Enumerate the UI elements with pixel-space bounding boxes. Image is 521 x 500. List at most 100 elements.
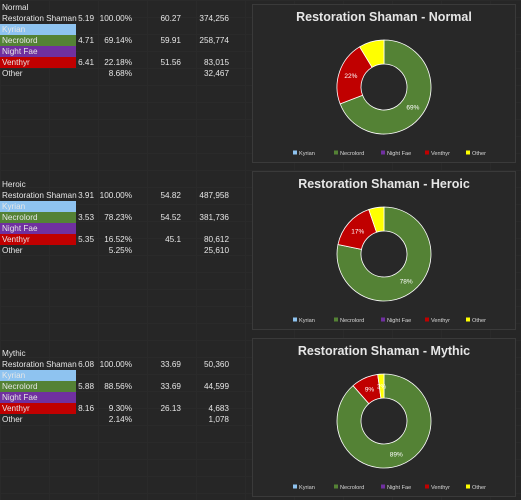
legend-swatch [334,484,338,489]
row-label: Kyrian [2,371,26,380]
cell-value: 33.69 [160,382,182,391]
legend-swatch [466,484,470,489]
table-row: Other 2.14% 1,078 [0,414,230,425]
cell-value: 5.88 [78,382,94,391]
row-color-swatch [0,234,76,245]
row-color-swatch [0,212,76,223]
cell-count: 32,467 [203,69,229,78]
cell-value: 5.35 [78,235,94,244]
cell-percent: 8.68% [108,69,132,78]
cell-value: 45.1 [165,235,181,244]
table-row: Necrolord 4.71 69.14% 59.91 258,774 [0,35,230,46]
row-label: Venthyr [2,235,30,244]
donut-chart: Restoration Shaman - Normal 69% 22% Kyrian N… [252,4,516,163]
cell-percent: 88.56% [104,382,132,391]
table-row: Other 5.25% 25,610 [0,245,230,256]
cell-count: 374,256 [199,14,229,23]
cell-percent: 5.25% [108,246,132,255]
legend-swatch [425,150,429,155]
row-label: Other [2,69,23,78]
cell-value: 3.53 [78,213,94,222]
table-header: Normal [2,3,29,12]
table-row: Necrolord 3.53 78.23% 54.52 381,736 [0,212,230,223]
legend-swatch [381,150,385,155]
table-row: Restoration Shaman 3.91 100.00% 54.82 487,95… [0,190,230,201]
legend-swatch [466,150,470,155]
chart-title: Restoration Shaman - Normal [296,10,472,24]
data-table: Heroic Restoration Shaman 3.91 100.00% 54.82… [0,179,230,256]
row-label: Venthyr [2,404,30,413]
cell-value: 54.52 [160,213,182,222]
legend-label: Kyrian [299,151,315,157]
table-row: Kyrian [0,201,230,212]
cell-percent: 16.52% [104,235,132,244]
cell-percent: 69.14% [104,36,132,45]
cell-percent: 100.00% [99,14,132,23]
row-label: Venthyr [2,58,30,67]
data-label: 2% [377,384,387,391]
cell-count: 4,683 [208,404,230,413]
legend-swatch [381,317,385,322]
slice-other [377,373,385,399]
cell-count: 83,015 [203,58,229,67]
cell-percent: 2.14% [108,415,132,424]
legend-label: Night Fae [387,318,411,324]
row-color-swatch [0,46,76,57]
legend-label: Other [472,485,486,491]
cell-value: 6.41 [78,58,94,67]
row-label: Night Fae [2,393,38,402]
table-row: Kyrian [0,370,230,381]
row-color-swatch [0,24,76,35]
cell-value: 4.71 [78,36,94,45]
legend-label: Kyrian [299,318,315,324]
row-label: Other [2,246,23,255]
cell-percent: 78.23% [104,213,132,222]
legend-swatch [425,484,429,489]
chart-title: Restoration Shaman - Mythic [298,344,470,358]
table-header: Mythic [2,349,26,358]
row-color-swatch [0,403,76,414]
cell-count: 381,736 [199,213,229,222]
row-color-swatch [0,201,76,212]
table-row: Necrolord 5.88 88.56% 33.69 44,599 [0,381,230,392]
legend-label: Night Fae [387,151,411,157]
row-label: Kyrian [2,25,26,34]
cell-count: 25,610 [203,246,229,255]
table-header: Heroic [2,180,26,189]
legend-swatch [466,317,470,322]
table-row: Other 8.68% 32,467 [0,68,230,79]
row-label: Necrolord [2,213,38,222]
legend-label: Necrolord [340,151,364,157]
legend-swatch [334,150,338,155]
table-row: Night Fae [0,223,230,234]
table-row: Venthyr 6.41 22.18% 51.56 83,015 [0,57,230,68]
cell-value: 3.91 [78,191,94,200]
legend-swatch [425,317,429,322]
row-label: Necrolord [2,382,38,391]
table-row: Venthyr 5.35 16.52% 45.1 80,612 [0,234,230,245]
legend-label: Venthyr [431,151,450,157]
legend-swatch [381,484,385,489]
row-label: Kyrian [2,202,26,211]
data-table: Mythic Restoration Shaman 6.08 100.00% 33.69… [0,348,230,425]
legend-label: Venthyr [431,485,450,491]
donut-chart: Restoration Shaman - Heroic 78% 17% Kyrian N… [252,171,516,330]
cell-count: 487,958 [199,191,229,200]
data-label: 9% [365,387,375,394]
data-label: 69% [406,104,419,111]
legend-swatch [293,150,297,155]
donut-chart-svg: Restoration Shaman - Normal 69% 22% Kyrian N… [293,10,486,157]
donut-chart-svg: Restoration Shaman - Heroic 78% 17% Kyrian N… [293,177,486,324]
legend-label: Kyrian [299,485,315,491]
cell-value: 54.82 [160,191,182,200]
cell-value: 60.27 [160,14,182,23]
cell-value: 26.13 [160,404,182,413]
table-row: Kyrian [0,24,230,35]
row-color-swatch [0,370,76,381]
donut-chart: Restoration Shaman - Mythic 89% 9% 2% Kyrian… [252,338,516,497]
cell-count: 258,774 [199,36,229,45]
legend-label: Necrolord [340,485,364,491]
row-color-swatch [0,223,76,234]
slice-necrolord [336,206,432,302]
cell-value: 51.56 [160,58,182,67]
